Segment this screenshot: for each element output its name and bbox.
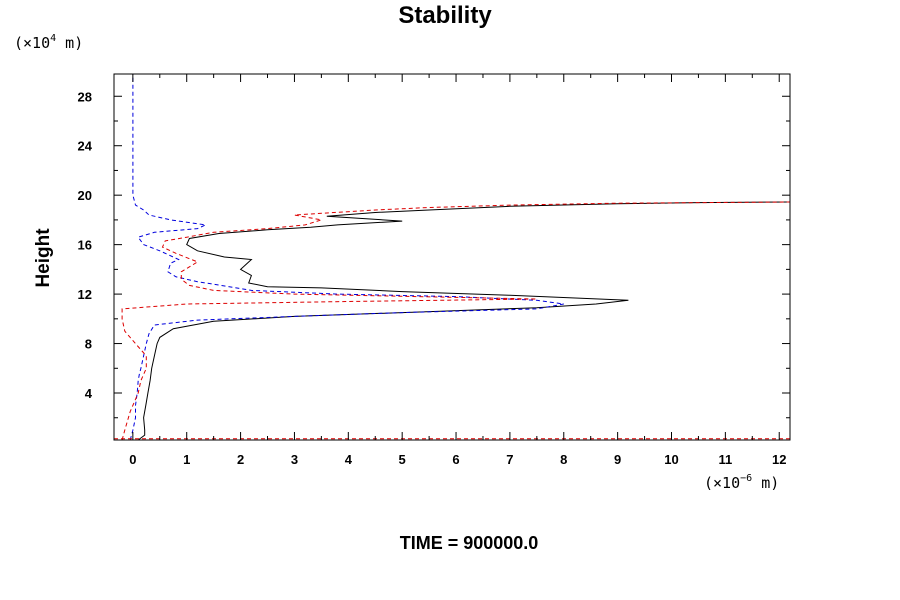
y-unit-suffix: m)	[56, 34, 83, 52]
y-tick-label: 28	[78, 89, 92, 104]
series-line-blue-dashed	[129, 74, 564, 441]
x-tick-label: 2	[237, 452, 244, 467]
x-unit-label: (×10−6 m)	[704, 473, 779, 492]
y-unit-label: (×104 m)	[14, 33, 83, 52]
series-line-black-solid	[137, 201, 791, 441]
x-unit-prefix: (×10	[704, 474, 740, 492]
series-line-red-dashed	[121, 201, 791, 441]
x-tick-label: 5	[399, 452, 406, 467]
series-group	[114, 74, 791, 441]
x-tick-label: 7	[506, 452, 513, 467]
y-tick-label: 16	[78, 238, 92, 253]
x-unit-exponent: −6	[740, 473, 752, 484]
y-tick-label: 4	[85, 386, 93, 401]
x-tick-label: 0	[129, 452, 136, 467]
y-unit-prefix: (×10	[14, 34, 50, 52]
x-tick-label: 9	[614, 452, 621, 467]
x-tick-label: 3	[291, 452, 298, 467]
x-tick-label: 1	[183, 452, 190, 467]
x-tick-label: 12	[772, 452, 786, 467]
x-tick-label: 8	[560, 452, 567, 467]
y-unit-exponent: 4	[50, 33, 56, 44]
y-axis-label: Height	[33, 228, 54, 288]
x-tick-label: 6	[452, 452, 459, 467]
x-tick-label: 10	[664, 452, 678, 467]
x-unit-suffix: m)	[752, 474, 779, 492]
y-tick-label: 8	[85, 337, 92, 352]
y-tick-label: 20	[78, 188, 92, 203]
x-tick-label: 11	[718, 452, 732, 467]
chart-title: Stability	[398, 2, 492, 29]
y-tick-label: 12	[78, 287, 92, 302]
x-tick-label: 4	[345, 452, 353, 467]
time-label: TIME = 900000.0	[400, 533, 539, 553]
y-tick-label: 24	[78, 139, 93, 154]
plot-frame	[113, 73, 791, 441]
